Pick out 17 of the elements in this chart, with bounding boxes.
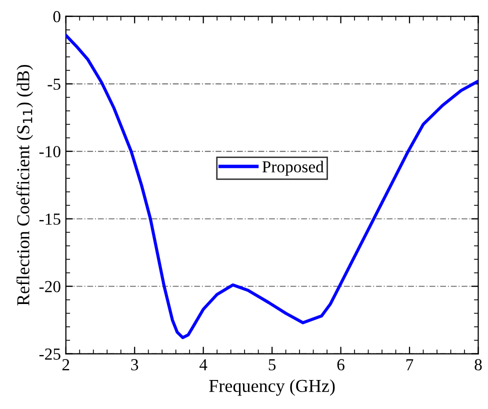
legend-label: Proposed (262, 160, 324, 176)
x-tick-label: 3 (131, 359, 138, 370)
x-tick-label: 8 (474, 359, 482, 370)
x-tick-label: 4 (199, 359, 208, 370)
y-axis-title: Reflection Coefficient (S$_{11}$) (dB) (16, 64, 34, 306)
x-axis-title: Frequency (GHz) (209, 379, 335, 396)
x-tick-label: 2 (62, 359, 70, 370)
y-tick-label: -25 (39, 348, 60, 360)
y-tick-label: -20 (39, 281, 60, 292)
y-tick-label: -15 (39, 214, 60, 225)
x-tick-label: 5 (268, 359, 276, 370)
x-tick-label: 7 (406, 359, 414, 370)
line-series (66, 34, 478, 340)
y-tick-label: -10 (39, 146, 60, 158)
y-tick-label: 0 (53, 11, 60, 22)
y-tick-label: -5 (48, 78, 60, 90)
x-tick-label: 6 (337, 359, 344, 370)
